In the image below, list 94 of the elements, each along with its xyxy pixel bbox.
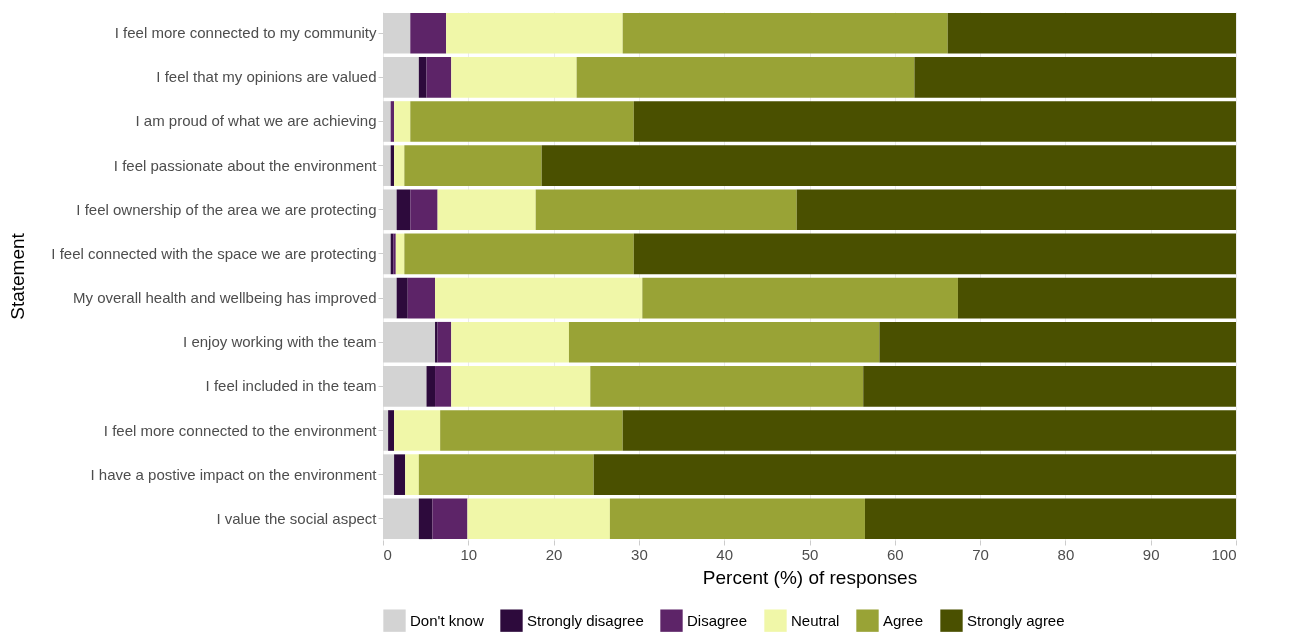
- y-tick-label: I feel connected with the space we are protecting: [51, 244, 377, 262]
- bar: [864, 498, 1236, 540]
- bar: [418, 498, 433, 540]
- bar: [395, 233, 405, 275]
- bar: [404, 233, 634, 275]
- bar: [437, 321, 452, 363]
- legend-label: Don't know: [410, 611, 484, 629]
- bar: [568, 321, 880, 363]
- y-axis-title: Statement: [7, 232, 29, 320]
- bar: [426, 366, 436, 407]
- y-tick-label: I feel passionate about the environment: [113, 156, 378, 174]
- bar: [383, 145, 391, 186]
- x-tick-label: 10: [460, 545, 478, 563]
- x-tick-label: 60: [886, 545, 904, 563]
- bar: [410, 12, 447, 54]
- bar: [451, 366, 591, 407]
- y-tick-label: I am proud of what we are achieving: [135, 112, 377, 130]
- bar: [383, 277, 397, 319]
- bar: [405, 454, 419, 495]
- bar: [396, 277, 408, 319]
- bar: [383, 410, 389, 451]
- bar: [383, 101, 391, 142]
- bar: [633, 233, 1236, 275]
- bar: [383, 498, 419, 540]
- legend-label: Strongly agree: [967, 611, 1065, 629]
- x-tick-label: 100: [1211, 545, 1237, 563]
- x-tick-label: 40: [716, 545, 734, 563]
- bar: [394, 101, 411, 142]
- x-tick-label: 50: [801, 545, 819, 563]
- bar: [947, 12, 1236, 54]
- bar: [394, 145, 405, 186]
- bar: [383, 454, 395, 495]
- bar: [541, 145, 1236, 186]
- bar: [383, 233, 391, 275]
- bar: [437, 189, 536, 231]
- bar: [796, 189, 1236, 231]
- bar: [432, 498, 468, 540]
- bar: [446, 12, 623, 54]
- bar: [451, 57, 577, 98]
- bar: [622, 410, 1236, 451]
- bar: [388, 410, 395, 451]
- bar: [633, 101, 1236, 142]
- bar: [957, 277, 1236, 319]
- bar: [435, 277, 643, 319]
- bar: [440, 410, 623, 451]
- bar: [593, 454, 1236, 495]
- bar: [394, 454, 406, 495]
- x-tick-label: 90: [1142, 545, 1160, 563]
- bar: [383, 189, 397, 231]
- legend-label: Disagree: [687, 611, 748, 629]
- bar: [394, 410, 441, 451]
- y-tick-label: I feel more connected to the environment: [103, 421, 378, 439]
- legend-label: Neutral: [791, 611, 840, 629]
- bar: [383, 366, 427, 407]
- bar: [914, 57, 1236, 98]
- y-tick-label: I feel included in the team: [205, 377, 377, 395]
- y-tick-label: My overall health and wellbeing has improved: [72, 289, 377, 307]
- bar: [383, 57, 419, 98]
- bar: [590, 366, 864, 407]
- y-tick-label: I feel that my opinions are valued: [156, 68, 377, 86]
- bar: [407, 277, 436, 319]
- bar: [576, 57, 915, 98]
- y-tick-label: I have a postive impact on the environment: [90, 465, 378, 483]
- bar: [863, 366, 1236, 407]
- bar: [451, 321, 569, 363]
- bar: [535, 189, 797, 231]
- y-tick-label: I feel more connected to my community: [114, 24, 377, 42]
- legend-label: Agree: [883, 611, 924, 629]
- bar: [383, 12, 411, 54]
- bar: [418, 454, 594, 495]
- x-axis-title: Percent (%) of responses: [702, 566, 918, 588]
- bar: [410, 189, 438, 231]
- y-tick-label: I enjoy working with the team: [183, 333, 377, 351]
- bar: [467, 498, 610, 540]
- bar: [418, 57, 427, 98]
- bar: [879, 321, 1236, 363]
- bar: [383, 321, 436, 363]
- bar: [410, 101, 634, 142]
- legend-label: Strongly disagree: [527, 611, 644, 629]
- bar: [426, 57, 452, 98]
- bar: [396, 189, 411, 231]
- y-tick-label: I feel ownership of the area we are protecting: [76, 200, 377, 218]
- x-tick-label: 0: [383, 545, 392, 563]
- bar: [404, 145, 542, 186]
- x-tick-label: 30: [631, 545, 648, 563]
- bar: [435, 366, 452, 407]
- bar: [435, 321, 438, 363]
- bar: [609, 498, 865, 540]
- y-tick-label: I value the social aspect: [216, 509, 378, 527]
- bar: [642, 277, 958, 319]
- x-tick-label: 80: [1057, 545, 1075, 563]
- x-tick-label: 20: [545, 545, 563, 563]
- x-tick-label: 70: [972, 545, 989, 563]
- bar: [622, 12, 948, 54]
